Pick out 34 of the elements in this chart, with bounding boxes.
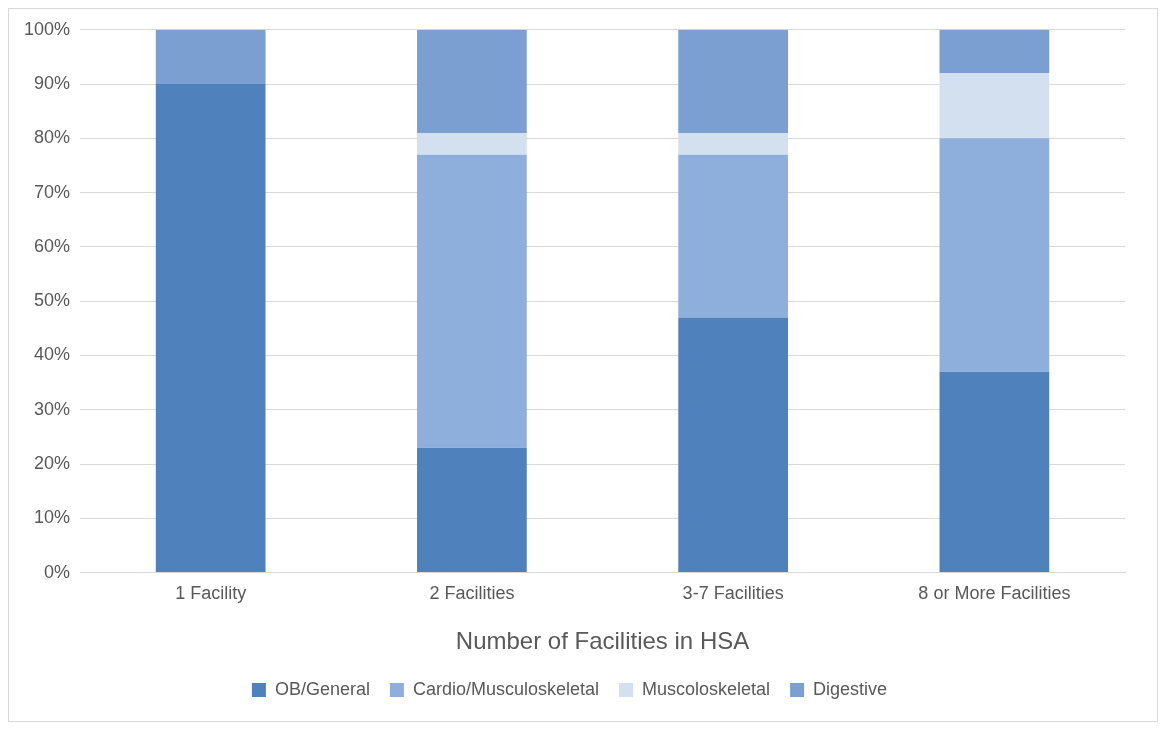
bar — [678, 317, 788, 573]
y-tick-label: 70% — [34, 181, 71, 202]
y-tick-label: 80% — [34, 127, 71, 148]
y-tick-label: 60% — [34, 235, 71, 256]
y-tick-label: 20% — [34, 453, 71, 474]
x-tick-label: 2 Facilities — [429, 583, 515, 604]
bar — [678, 132, 788, 155]
bar — [417, 447, 527, 573]
legend-label: Digestive — [813, 678, 888, 699]
bar — [417, 154, 527, 448]
x-tick-label: 8 or More Facilities — [918, 583, 1071, 604]
y-tick-label: 0% — [44, 561, 71, 582]
y-tick-label: 90% — [34, 73, 71, 94]
bar — [678, 154, 788, 318]
bar — [155, 84, 266, 573]
x-axis-title: Number of Facilities in HSA — [455, 627, 750, 655]
y-tick-label: 100% — [23, 18, 71, 39]
y-tick-label: 50% — [34, 290, 71, 311]
y-tick-label: 30% — [34, 398, 71, 419]
bar — [417, 29, 527, 133]
bar — [939, 371, 1050, 573]
bar — [939, 29, 1050, 74]
legend-label: OB/General — [274, 678, 370, 699]
y-tick-label: 40% — [34, 344, 71, 365]
legend-label: Muscoloskeletal — [642, 678, 771, 699]
y-tick-label: 10% — [34, 507, 71, 528]
x-tick-label: 1 Facility — [175, 583, 247, 604]
bar — [417, 132, 527, 155]
bar — [939, 138, 1050, 372]
bar — [678, 29, 788, 133]
x-tick-label: 3-7 Facilities — [682, 583, 784, 604]
legend-label: Cardio/Musculoskeletal — [412, 678, 600, 699]
bar — [155, 29, 266, 85]
bar — [939, 73, 1050, 139]
